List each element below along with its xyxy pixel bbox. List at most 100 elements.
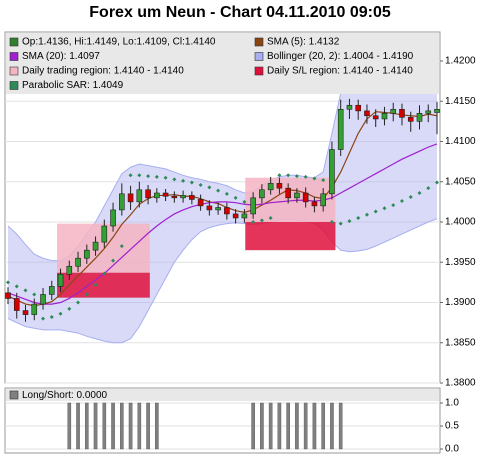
candle-body [302,192,309,203]
sar-dot [303,174,308,179]
sar-dot [312,176,317,181]
y-tick-label: 1.4150 [445,96,476,107]
sar-dot [93,282,98,287]
legend-label: Daily trading region: 1.4140 - 1.4140 [22,66,184,77]
candle-body [154,192,160,199]
candle-body [337,108,344,150]
sar-dot [23,288,28,293]
y-tick-label: 1.3950 [445,257,476,268]
sar-dot [154,174,159,179]
candle-body [171,195,178,199]
legend-marker [254,52,264,61]
sar-dot [207,185,212,190]
candle-body [364,110,370,117]
sar-dot [373,209,378,214]
sar-dot [286,173,291,178]
legend-label: Long/Short: 0.0000 [22,390,108,401]
bar [312,402,317,450]
candle-body [311,201,318,207]
legend-marker [9,81,19,90]
candle-body [145,189,151,199]
candle-body [372,115,379,120]
bar [303,402,308,450]
bar [111,402,115,450]
bar [102,402,107,450]
sar-dot [408,195,413,200]
candle-body [13,298,20,311]
sar-dot [84,292,89,297]
y-tick-label: 1.4000 [445,217,476,228]
bar [84,402,89,450]
sar-dot [41,316,46,321]
y-tick-label: 1.3900 [445,297,476,308]
legend-marker [254,37,264,47]
sar-dot [277,173,282,178]
sar-dot [417,191,422,196]
sar-dot [172,177,177,182]
bar [251,402,255,450]
y-tick-label: 1.4050 [445,176,476,187]
bar [286,402,290,450]
bar [137,402,142,450]
sar-dot [58,311,63,316]
candle-body [180,195,186,199]
sar-dot [76,300,81,305]
sar-dot [233,195,238,200]
candle-body [127,193,134,203]
sar-dot [435,180,439,185]
sar-dot [146,174,151,179]
candle-body [399,108,405,118]
sar-dot [399,199,404,204]
bar [120,402,124,450]
candle-body [48,286,55,295]
sar-dot [111,258,116,263]
candle-body [259,189,265,199]
candle-body [381,113,388,120]
candle-body [224,207,230,215]
bar [155,402,159,450]
sar-dot [382,206,387,211]
candle-body [40,294,46,305]
sar-dot [391,203,396,208]
candle-body [197,199,204,207]
bar [321,402,325,450]
candle-body [57,274,64,287]
bar [93,402,98,450]
sar-dot [32,292,37,297]
sar-dot [198,182,203,187]
candle-body [320,193,326,207]
candle-body [425,110,432,114]
sar-dot [137,173,142,178]
sar-dot [242,199,247,204]
region [245,221,336,251]
legend-marker [9,37,19,47]
sar-dot [102,271,107,276]
sar-dot [224,191,229,196]
candle-body [22,310,29,315]
sar-dot [251,219,256,224]
sar-dot [356,215,361,220]
legend-label: SMA (20): 1.4097 [22,51,100,62]
candle-body [5,292,11,299]
sar-dot [259,218,264,223]
sar-dot [294,174,299,179]
sar-dot [181,178,186,183]
candle-body [31,303,38,315]
legend-label: Op:1.4136, Hi:1.4149, Lo:1.4109, Cl:1.41… [22,37,216,48]
y-tick-label: 0.5 [445,421,459,432]
y-tick-label: 0.0 [445,444,459,455]
candle-body [232,213,239,219]
candle-body [346,104,353,110]
candle-body [267,183,274,191]
candle-body [250,197,256,215]
bar [295,402,299,450]
legend-marker [9,66,19,76]
candle-body [215,207,221,211]
sar-dot [14,284,19,289]
candle-body [294,192,300,199]
sar-dot [329,219,334,224]
legend-label: SMA (5): 1.4132 [267,37,340,48]
plot-layer: 1.4200 1.4150 1.4100 1.4050 1.4000 1.3950 1.39… [5,33,476,455]
candle-body [416,113,423,122]
